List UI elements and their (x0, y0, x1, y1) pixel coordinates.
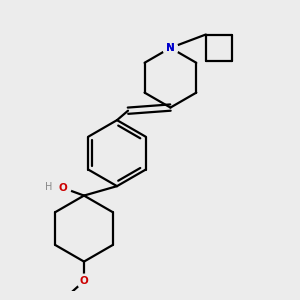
Text: N: N (166, 43, 175, 53)
Text: N: N (166, 43, 175, 53)
Text: O: O (80, 276, 88, 286)
Text: O: O (59, 183, 68, 193)
Text: H: H (46, 182, 53, 192)
